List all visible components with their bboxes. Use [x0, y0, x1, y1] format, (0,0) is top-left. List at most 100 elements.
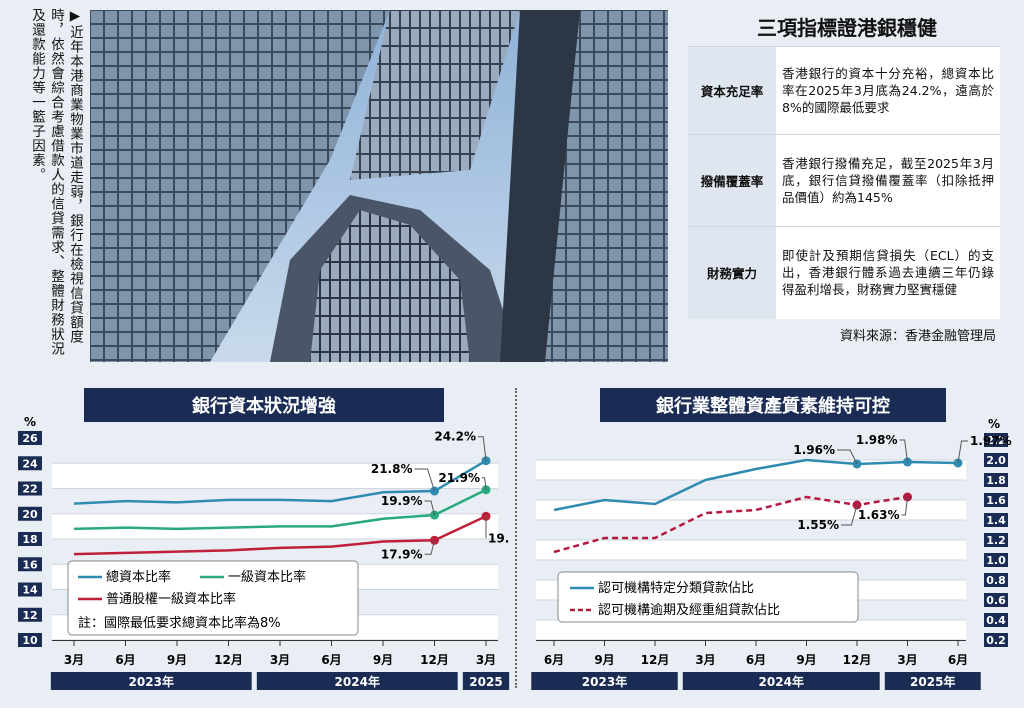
y-axis-unit: %: [988, 417, 1000, 431]
x-tick-label: 3月: [270, 653, 290, 667]
x-tick-label: 6月: [544, 653, 564, 667]
legend-label: 總資本比率: [106, 569, 171, 585]
row-text: 香港銀行的資本十分充裕，總資本比率在2025年3月底為24.2%，遠高於8%的國…: [776, 46, 1000, 135]
y-tick-tag: [18, 506, 42, 521]
y-tick-label: 2.2: [986, 434, 1006, 447]
year-band: [682, 672, 880, 690]
y-tick-tag: [984, 613, 1008, 627]
y-tick-tag: [984, 473, 1008, 487]
chart-title-banner: [600, 388, 946, 422]
year-band-label: 2025年: [910, 674, 955, 689]
data-label: 19.8%: [488, 531, 510, 545]
row-label: 資本充足率: [688, 46, 776, 135]
y-axis-unit: %: [24, 415, 36, 429]
y-tick-tag: [18, 456, 42, 471]
annotation-leader: [424, 500, 435, 516]
annotation-leader: [424, 540, 435, 555]
asset-quality-chart: 銀行業整體資產質素維持可控 0.2 0.4 0.6 0.8 1.0 1.2 1.4 1.6 1.8…: [528, 388, 1016, 696]
annotation-leader: [478, 436, 487, 461]
y-tick-tag: [18, 532, 42, 546]
capital-chart-svg: 銀行資本狀況增強 10 12 14 16 18 20 22 24 26% 3月 6月 9月 12月 3月 6月…: [18, 388, 530, 690]
series-line-0: [73, 459, 487, 505]
legend-label: 認可機構逾期及經重組貸款佔比: [598, 602, 780, 618]
y-tick-tag: [18, 633, 42, 647]
year-band: [50, 672, 252, 690]
y-tick-tag: [984, 573, 1008, 587]
x-tick-label: 12月: [420, 653, 449, 667]
y-tick-label: 2.0: [986, 454, 1006, 467]
y-tick-label: 1.2: [986, 534, 1006, 547]
y-tick-tag: [984, 533, 1008, 547]
annotation-leader: [414, 468, 435, 492]
series-line-1: [73, 488, 487, 531]
x-tick-label: 12月: [214, 653, 243, 667]
y-tick-label: 0.4: [986, 614, 1006, 627]
table-row: 撥備覆蓋率 香港銀行撥備充足，截至2025年3月底，銀行信貸撥備覆蓋率（扣除抵押…: [688, 134, 1000, 227]
x-tick-label: 6月: [321, 653, 341, 667]
data-source: 資料來源：香港金融管理局: [839, 328, 996, 344]
y-tick-label: 1.8: [986, 474, 1006, 487]
y-tick-tag: [18, 582, 42, 597]
x-tick-label: 9月: [373, 653, 393, 667]
y-tick-label: 0.2: [986, 634, 1006, 647]
chart-title: 銀行業整體資產質素維持可控: [656, 395, 890, 417]
series-line-2: [73, 515, 487, 556]
y-tick-tag: [984, 433, 1008, 447]
series-line-0: [553, 458, 959, 512]
x-tick-label: 3月: [476, 653, 496, 667]
y-tick-label: 1.0: [986, 554, 1006, 567]
y-tick-label: 10: [22, 634, 38, 647]
indicators-table: 資本充足率 香港銀行的資本十分充裕，總資本比率在2025年3月底為24.2%，遠…: [688, 46, 1000, 319]
year-band: [884, 672, 981, 690]
y-tick-tag: [984, 453, 1008, 467]
x-tick-label: 9月: [796, 653, 816, 667]
row-text: 即使計及預期信貸損失（ECL）的支出，香港銀行體系過去連續三年仍錄得盈利增長，財…: [776, 226, 1000, 319]
year-band-label: 2024年: [335, 674, 380, 689]
data-point-marker: [481, 456, 491, 466]
data-point-marker: [430, 510, 439, 520]
year-band-label: 2025: [469, 675, 502, 689]
y-tick-label: 20: [22, 508, 38, 521]
data-label: 1.96%: [793, 443, 835, 457]
data-label: 1.97%: [970, 434, 1012, 448]
row-text: 香港銀行撥備充足，截至2025年3月底，銀行信貸撥備覆蓋率（扣除抵押品價值）約為…: [776, 134, 1000, 227]
year-band: [462, 672, 510, 690]
year-band: [256, 672, 458, 690]
legend-label: 一級資本比率: [228, 569, 306, 585]
y-tick-tag: [18, 481, 42, 496]
y-tick-label: 0.6: [986, 594, 1006, 607]
y-tick-label: 1.6: [986, 494, 1006, 507]
x-tick-label: 9月: [594, 653, 614, 667]
skyscraper-illustration: [90, 10, 668, 362]
x-tick-label: 6月: [746, 653, 766, 667]
annotation-leader: [482, 477, 487, 490]
x-tick-label: 12月: [641, 653, 670, 667]
y-tick-label: 16: [22, 558, 38, 571]
x-tick-label: 3月: [64, 653, 84, 667]
y-tick-tag: [984, 553, 1008, 567]
x-tick-label: 6月: [115, 653, 135, 667]
data-label: 21.9%: [438, 471, 480, 485]
infobox-title: 三項指標證港銀穩健: [757, 16, 937, 40]
table-row: 資本充足率 香港銀行的資本十分充裕，總資本比率在2025年3月底為24.2%，遠…: [688, 46, 1000, 135]
y-tick-label: 14: [22, 584, 38, 597]
y-tick-label: 22: [22, 483, 37, 496]
data-label: 24.2%: [434, 430, 476, 444]
y-tick-label: 1.4: [986, 514, 1006, 527]
chart-title-banner: [84, 388, 444, 422]
data-label: 17.9%: [381, 547, 423, 561]
data-label: 1.98%: [856, 433, 898, 447]
y-tick-tag: [18, 557, 42, 572]
x-tick-label: 12月: [843, 653, 872, 667]
annotation-leader: [901, 496, 908, 516]
x-tick-label: 9月: [167, 653, 187, 667]
legend-box: [67, 560, 359, 636]
y-tick-tag: [984, 593, 1008, 607]
year-band-label: 2023年: [582, 674, 627, 689]
capital-chart: 銀行資本狀況增強 10 12 14 16 18 20 22 24 26% 3月 6月 9月 12月 3月 6月…: [18, 388, 530, 696]
y-tick-label: 26: [22, 432, 38, 445]
annotation-leader: [837, 449, 858, 465]
legend-label: 普通股權一級資本比率: [106, 591, 236, 607]
key-indicators-box: 三項指標證港銀穩健 資本充足率 香港銀行的資本十分充裕，總資本比率在2025年3…: [688, 10, 1006, 362]
y-tick-tag: [18, 431, 42, 445]
